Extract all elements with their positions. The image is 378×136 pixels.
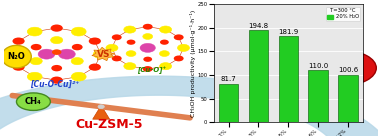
Circle shape	[106, 44, 118, 51]
Circle shape	[112, 34, 122, 40]
Circle shape	[31, 44, 42, 50]
Polygon shape	[92, 47, 115, 61]
Legend: 20% H₂O: 20% H₂O	[325, 7, 360, 21]
Circle shape	[5, 50, 20, 58]
Polygon shape	[0, 76, 378, 136]
Circle shape	[71, 58, 83, 65]
Text: 100.6: 100.6	[338, 67, 358, 73]
Circle shape	[112, 55, 122, 61]
Circle shape	[58, 49, 75, 59]
Circle shape	[51, 36, 63, 44]
Text: 194.8: 194.8	[248, 23, 268, 29]
Circle shape	[89, 64, 101, 71]
Text: 81.7: 81.7	[221, 76, 236, 82]
Circle shape	[143, 66, 153, 72]
Circle shape	[71, 72, 86, 81]
Bar	[249, 30, 268, 122]
Circle shape	[143, 57, 152, 62]
Circle shape	[160, 51, 169, 56]
Text: 181.9: 181.9	[278, 29, 298, 35]
Circle shape	[143, 24, 153, 30]
Y-axis label: CH₃OH productivity (μmol·g⁻¹·h⁻¹): CH₃OH productivity (μmol·g⁻¹·h⁻¹)	[190, 10, 196, 117]
Circle shape	[12, 38, 25, 45]
Ellipse shape	[17, 93, 50, 110]
Circle shape	[93, 50, 108, 58]
Circle shape	[71, 27, 86, 36]
Circle shape	[124, 26, 136, 33]
Circle shape	[174, 34, 184, 40]
Circle shape	[177, 44, 189, 51]
Circle shape	[51, 24, 63, 32]
Circle shape	[160, 63, 172, 70]
Circle shape	[126, 51, 136, 56]
Text: [Cu-O-Cu]²⁺: [Cu-O-Cu]²⁺	[30, 80, 79, 89]
Polygon shape	[93, 105, 110, 119]
Circle shape	[127, 40, 135, 45]
Circle shape	[174, 55, 184, 61]
Circle shape	[51, 65, 62, 71]
Bar	[308, 70, 328, 122]
Circle shape	[51, 77, 63, 84]
Circle shape	[124, 63, 136, 70]
Circle shape	[38, 49, 55, 59]
Circle shape	[27, 72, 42, 81]
Text: 110.0: 110.0	[308, 63, 328, 69]
Circle shape	[30, 58, 42, 65]
Circle shape	[72, 44, 83, 50]
Text: N₂O: N₂O	[8, 52, 25, 61]
Bar	[279, 36, 298, 122]
Ellipse shape	[2, 45, 31, 68]
Circle shape	[89, 38, 101, 45]
Circle shape	[27, 27, 42, 36]
Circle shape	[143, 34, 153, 39]
Circle shape	[160, 40, 169, 45]
Bar	[219, 84, 238, 122]
Ellipse shape	[311, 51, 376, 85]
Circle shape	[12, 64, 25, 71]
Text: Cu-ZSM-5: Cu-ZSM-5	[76, 118, 143, 131]
Circle shape	[160, 26, 172, 33]
Circle shape	[98, 105, 104, 109]
Text: CH₃OH: CH₃OH	[329, 64, 359, 72]
Circle shape	[52, 49, 62, 55]
Text: CH₄: CH₄	[25, 97, 42, 106]
Bar	[338, 75, 358, 122]
Text: [Cu-O]⁺: [Cu-O]⁺	[137, 67, 167, 74]
Text: VS: VS	[96, 50, 110, 59]
Circle shape	[140, 43, 155, 52]
